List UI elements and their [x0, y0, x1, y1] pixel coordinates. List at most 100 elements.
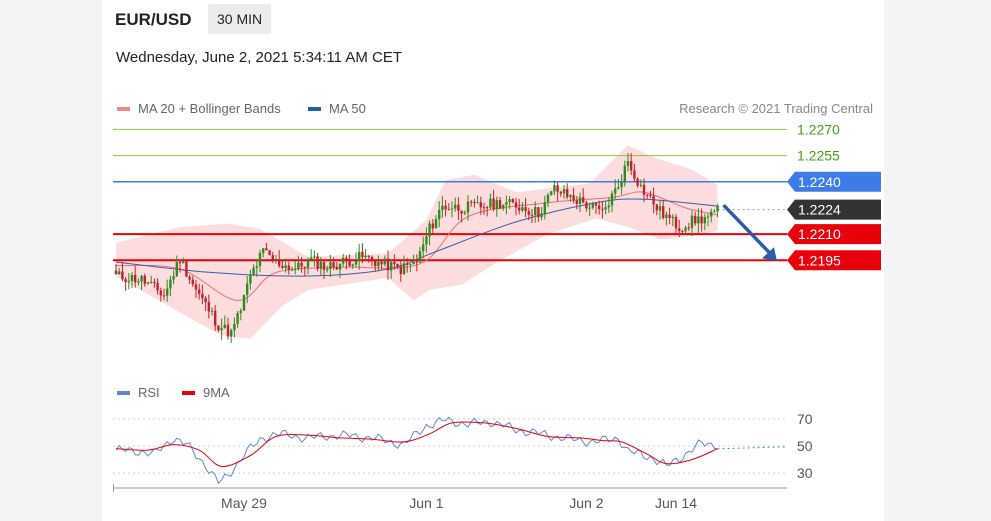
candle-body — [121, 271, 124, 280]
legend-ma20-label: MA 20 + Bollinger Bands — [138, 101, 281, 116]
candle-body — [258, 253, 262, 267]
chart-datetime: Wednesday, June 2, 2021 5:34:11 AM CET — [116, 49, 403, 66]
forecast-arrow-head-icon — [762, 247, 777, 262]
candle-body — [636, 178, 639, 186]
rsi-projection-line — [717, 446, 786, 450]
level-tag-support — [787, 224, 881, 245]
candle-body — [265, 248, 268, 251]
candle-body — [188, 276, 191, 280]
candle-body — [361, 251, 364, 257]
candle-body — [642, 184, 646, 195]
rsi-tick-label: 30 — [797, 465, 813, 481]
candle-body — [473, 202, 476, 203]
candle-body — [649, 194, 652, 196]
candle-body — [658, 206, 662, 211]
candle-body — [441, 205, 444, 211]
candle-body — [678, 228, 681, 232]
candle-body — [521, 207, 524, 211]
candle-body — [457, 204, 460, 211]
candle-body — [246, 283, 249, 295]
candle-body — [310, 257, 313, 260]
candle-body — [223, 324, 226, 329]
candle-body — [284, 265, 287, 268]
candle-body — [706, 216, 710, 218]
candle-body — [338, 263, 342, 270]
candle-body — [687, 227, 690, 229]
candle-body — [578, 197, 582, 204]
ma9-swatch-icon — [182, 390, 195, 395]
candle-body — [700, 216, 703, 224]
candle-body — [255, 266, 258, 268]
candle-body — [428, 223, 431, 237]
candle-body — [463, 212, 466, 214]
candle-body — [498, 200, 502, 209]
candle-body — [348, 260, 351, 266]
candle-body — [332, 262, 335, 268]
candle-body — [390, 262, 393, 271]
candle-body — [182, 261, 185, 264]
candle-body — [655, 204, 658, 211]
legend-rsi: RSI — [117, 385, 160, 400]
candle-body — [518, 207, 521, 211]
level-tag-last — [787, 199, 881, 220]
candle-body — [342, 257, 345, 264]
candle-body — [470, 201, 473, 203]
candle-body — [479, 202, 482, 208]
candle-body — [303, 266, 306, 268]
x-tick-label: Jun 14 — [655, 495, 697, 511]
candle-body — [582, 197, 585, 203]
level-tag-label: 1.2195 — [798, 252, 841, 268]
candle-body — [198, 289, 201, 294]
candle-body — [146, 282, 150, 284]
candle-body — [393, 262, 396, 264]
candle-body — [124, 279, 127, 283]
bollinger-band — [116, 145, 718, 339]
candle-body — [127, 281, 130, 283]
candle-body — [652, 196, 655, 205]
level-label-resistance: 1.2270 — [797, 121, 840, 137]
candle-body — [569, 195, 572, 198]
candle-body — [415, 261, 418, 263]
candle-body — [559, 191, 562, 194]
candle-body — [306, 259, 310, 268]
candle-body — [351, 264, 354, 266]
candle-body — [508, 199, 511, 203]
candle-body — [594, 203, 598, 206]
candle-body — [598, 205, 601, 209]
candle-body — [194, 284, 198, 290]
legend-ma50: MA 50 — [308, 101, 366, 116]
candle-body — [114, 270, 118, 275]
candle-body — [543, 202, 546, 214]
x-tick-label: Jun 2 — [569, 495, 603, 511]
candle-body — [217, 325, 220, 331]
x-tick-label: May 29 — [221, 495, 267, 511]
legend-9ma-label: 9MA — [203, 385, 230, 400]
candle-body — [156, 282, 159, 291]
candle-body — [681, 231, 684, 233]
level-tag-label: 1.2240 — [798, 174, 841, 190]
ma50-line — [115, 198, 718, 277]
candle-body — [617, 187, 620, 189]
level-tag-support — [787, 250, 881, 271]
candle-body — [489, 198, 492, 208]
candle-body — [370, 256, 374, 261]
candle-body — [450, 208, 454, 210]
candle-body — [620, 182, 623, 188]
candle-body — [438, 210, 441, 220]
candle-body — [476, 202, 479, 204]
candle-body — [633, 170, 636, 179]
candle-body — [204, 298, 207, 302]
candle-body — [710, 211, 713, 217]
candle-body — [313, 256, 316, 258]
candle-body — [418, 251, 422, 263]
candle-body — [300, 262, 303, 267]
candle-body — [646, 194, 649, 196]
candle-body — [662, 206, 665, 218]
candle-body — [274, 259, 278, 261]
candle-body — [495, 200, 498, 210]
candle-body — [585, 202, 588, 209]
candle-body — [236, 313, 239, 324]
timeframe-badge[interactable]: 30 MIN — [208, 4, 272, 34]
candle-body — [514, 202, 518, 208]
